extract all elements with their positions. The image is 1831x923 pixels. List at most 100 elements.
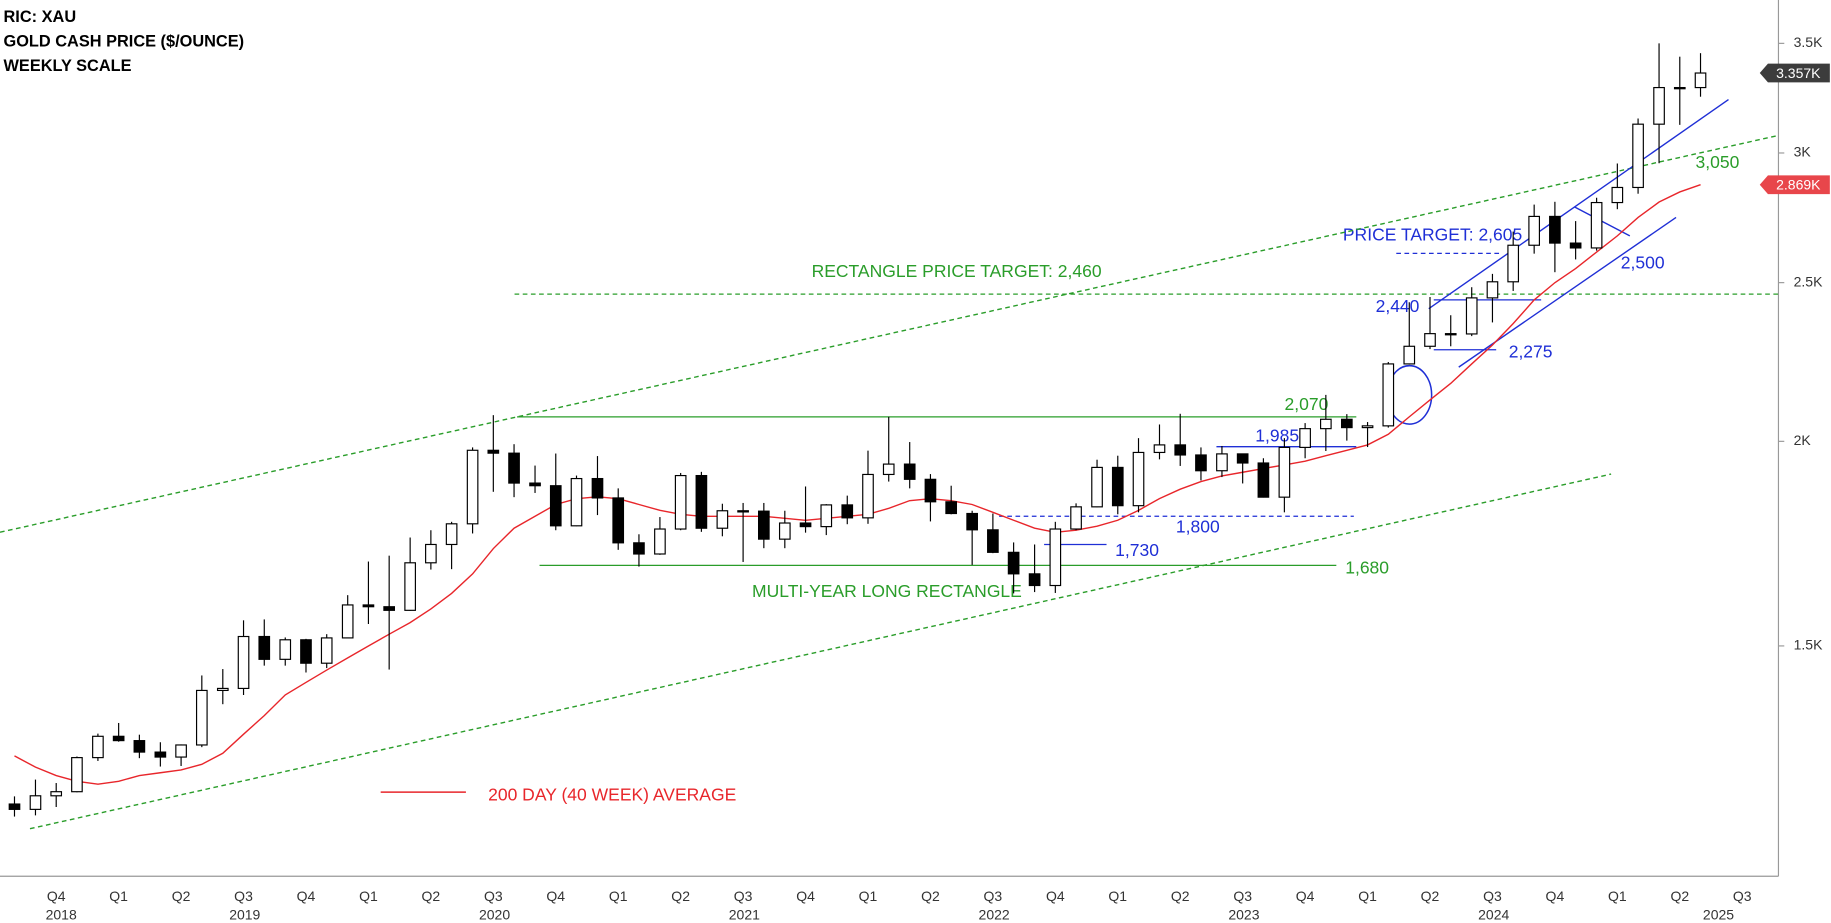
x-tick-label: Q3	[734, 888, 753, 904]
chart-subtitle: WEEKLY SCALE	[4, 57, 132, 75]
level-label: 2,070	[1285, 394, 1329, 414]
candle-body	[612, 497, 625, 544]
x-tick-label: Q2	[422, 888, 441, 904]
level-label: 2,275	[1509, 341, 1553, 361]
candle-body	[1007, 551, 1020, 575]
x-year-label: 2019	[229, 907, 260, 923]
candle-body	[1382, 363, 1395, 427]
trendline	[29, 473, 1612, 830]
candle-body	[1590, 201, 1603, 249]
level-label: 1,985	[1255, 426, 1299, 446]
candle-body	[237, 635, 250, 690]
candle-body	[882, 463, 895, 476]
candle-body	[799, 522, 812, 528]
candle-body	[175, 744, 187, 758]
candle-body	[903, 463, 916, 480]
candle-body	[320, 637, 333, 664]
candle-body	[987, 529, 999, 553]
candle-body	[1507, 244, 1520, 283]
candle-body	[404, 562, 416, 611]
annotation: MULTI-YEAR LONG RECTANGLE	[752, 581, 1022, 601]
trendline	[1428, 98, 1729, 310]
candle-body	[8, 803, 21, 810]
x-tick-label: Q2	[671, 888, 690, 904]
candle-body	[945, 501, 958, 515]
price-tag	[1759, 63, 1830, 83]
legend-label: 200 DAY (40 WEEK) AVERAGE	[488, 784, 736, 804]
candle-body	[778, 522, 791, 540]
candle-body	[133, 740, 146, 753]
annotation: 2,500	[1621, 253, 1665, 273]
x-tick-label: Q2	[1670, 888, 1689, 904]
x-tick-label: Q4	[1296, 888, 1315, 904]
y-tick-label: 3K	[1794, 144, 1812, 160]
candle-body	[737, 510, 749, 513]
x-year-label: 2025	[1703, 907, 1734, 923]
candle-body	[1257, 462, 1270, 498]
candle-body	[362, 604, 375, 608]
candle-body	[695, 474, 708, 529]
level-label: 2,440	[1376, 296, 1420, 316]
candle-body	[92, 735, 104, 759]
x-tick-label: Q3	[1483, 888, 1502, 904]
candle-body	[195, 689, 208, 746]
x-tick-label: Q1	[1608, 888, 1627, 904]
candle-body	[1403, 345, 1416, 365]
x-tick-label: Q4	[297, 888, 316, 904]
candle-body	[1299, 428, 1311, 448]
candle-body	[591, 477, 604, 499]
candle-body	[757, 510, 770, 540]
y-tick-label: 3.5K	[1794, 34, 1823, 50]
candle-body	[966, 512, 978, 531]
candle-body	[1278, 446, 1291, 498]
candle-body	[1091, 466, 1103, 508]
candle-body	[1569, 242, 1582, 249]
x-tick-label: Q1	[609, 888, 628, 904]
candle-body	[383, 606, 395, 611]
candle-body	[1424, 333, 1436, 347]
x-tick-label: Q1	[859, 888, 878, 904]
candle-body	[841, 504, 854, 519]
candle-body	[924, 478, 937, 503]
x-tick-label: Q1	[359, 888, 378, 904]
candle-body	[425, 543, 437, 564]
x-tick-label: Q3	[234, 888, 253, 904]
candle-body	[258, 635, 271, 660]
x-tick-label: Q2	[172, 888, 191, 904]
candle-body	[1111, 466, 1124, 507]
candle-body	[716, 510, 729, 529]
x-tick-label: Q4	[1546, 888, 1565, 904]
candle-body	[487, 449, 500, 454]
candle-body	[216, 687, 229, 692]
candle-body	[1444, 333, 1457, 336]
candle-body	[820, 504, 833, 528]
x-tick-label: Q1	[1358, 888, 1377, 904]
candle-body	[674, 474, 687, 530]
x-tick-label: Q1	[1108, 888, 1127, 904]
candle-body	[466, 449, 479, 525]
candle-body	[1611, 186, 1624, 204]
level-label: RECTANGLE PRICE TARGET: 2,460	[812, 261, 1102, 281]
chart-subtitle: GOLD CASH PRICE ($/OUNCE)	[4, 32, 245, 50]
candle-body	[1340, 418, 1353, 429]
candle-body	[445, 523, 458, 546]
x-year-label: 2020	[479, 907, 510, 923]
price-tag-label: 3.357K	[1776, 65, 1821, 81]
x-tick-label: Q3	[1733, 888, 1752, 904]
candle-body	[1465, 297, 1478, 335]
candle-body	[1153, 444, 1166, 454]
y-tick-label: 2K	[1794, 432, 1812, 448]
x-tick-label: Q3	[984, 888, 1003, 904]
x-year-label: 2018	[46, 907, 77, 923]
candle-body	[1028, 573, 1041, 587]
candle-body	[300, 639, 312, 664]
candle-body	[1216, 453, 1228, 472]
x-tick-label: Q2	[1421, 888, 1440, 904]
candle-body	[549, 485, 562, 527]
candle-body	[279, 639, 292, 660]
candle-body	[1528, 215, 1541, 246]
candle-body	[29, 795, 42, 810]
x-year-label: 2023	[1228, 907, 1259, 923]
price-tag-label: 2.869K	[1776, 177, 1821, 193]
annotation: 3,050	[1696, 152, 1740, 172]
